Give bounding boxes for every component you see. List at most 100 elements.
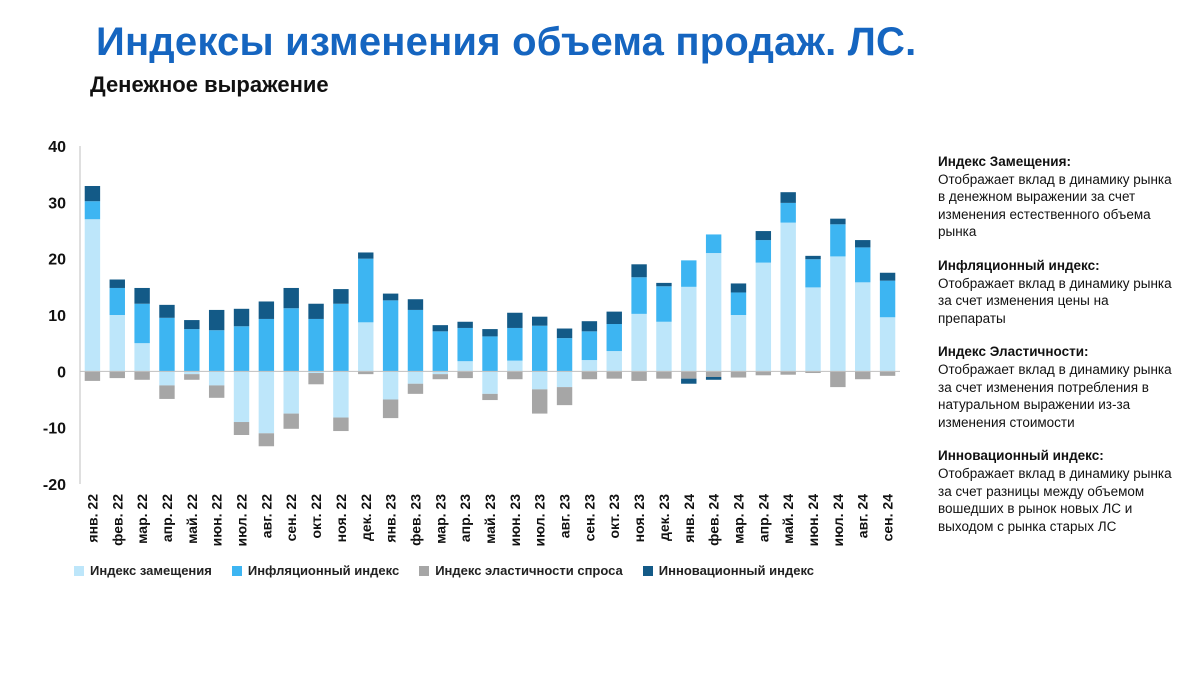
bar-segment-series-3 — [755, 231, 772, 241]
bar-segment-series-2 — [631, 371, 647, 381]
bar-segment-series-1 — [457, 327, 473, 362]
note-title: Инновационный индекс: — [938, 448, 1104, 464]
bar-segment-series-0 — [755, 262, 772, 372]
bar-segment-series-2 — [705, 371, 722, 377]
bar-segment-series-1 — [308, 318, 324, 372]
x-tick-label: июн. 23 — [507, 494, 523, 547]
x-tick-label: янв. 23 — [383, 494, 399, 543]
bar-segment-series-1 — [134, 303, 150, 344]
legend-item-elasticity: Индекс эластичности спроса — [419, 563, 623, 578]
bar-segment-series-1 — [407, 309, 424, 372]
bar-segment-series-1 — [482, 336, 498, 372]
legend-item-inflation: Инфляционный индекс — [231, 563, 400, 578]
bar-segment-series-3 — [208, 309, 225, 331]
bar-segment-series-1 — [507, 327, 523, 361]
x-tick-label: сен. 23 — [581, 494, 597, 542]
x-tick-label: дек. 22 — [358, 494, 374, 541]
x-tick-label: май. 24 — [780, 494, 796, 544]
bar-segment-series-3 — [507, 312, 523, 328]
bar-segment-series-0 — [208, 371, 225, 386]
bar-segment-series-3 — [482, 329, 498, 337]
bar-segment-series-2 — [407, 383, 424, 394]
bar-segment-series-2 — [432, 374, 449, 380]
bar-segment-series-2 — [531, 389, 548, 414]
bar-segment-series-0 — [283, 371, 299, 414]
x-tick-label: фев. 22 — [109, 494, 125, 546]
bar-segment-series-0 — [233, 371, 250, 423]
bar-segment-series-2 — [507, 371, 523, 380]
bar-segment-series-3 — [308, 303, 324, 319]
x-tick-label: мар. 24 — [730, 494, 746, 544]
bar-segment-series-0 — [84, 219, 101, 372]
bar-segment-series-1 — [656, 286, 672, 322]
bar-segment-series-0 — [382, 371, 399, 400]
bar-segment-series-0 — [531, 371, 548, 390]
note-innovation: Инновационный индекс: Отображает вклад в… — [938, 447, 1178, 535]
bar-segment-series-1 — [681, 260, 697, 287]
bar-segment-series-2 — [805, 371, 821, 374]
legend-label-inflation: Инфляционный индекс — [247, 563, 400, 578]
bar-segment-series-1 — [730, 292, 747, 315]
y-tick-label: 30 — [48, 195, 66, 212]
bar-segment-series-1 — [184, 329, 200, 372]
bar-segment-series-2 — [780, 371, 796, 375]
note-text: Отображает вклад в динамику рынка за сче… — [938, 465, 1172, 534]
bar-segment-series-0 — [656, 321, 672, 372]
note-text: Отображает вклад в динамику рынка в дене… — [938, 171, 1172, 240]
x-tick-label: авг. 23 — [557, 494, 573, 538]
bar-segment-series-0 — [805, 287, 821, 372]
bar-segment-series-2 — [879, 371, 896, 376]
bar-segment-series-0 — [830, 256, 846, 372]
bar-segment-series-2 — [258, 433, 275, 447]
bar-segment-series-0 — [556, 371, 573, 388]
bar-segment-series-2 — [656, 371, 672, 379]
x-tick-label: май. 23 — [482, 494, 498, 544]
bar-segment-series-0 — [507, 360, 523, 372]
x-tick-label: фев. 24 — [706, 494, 722, 546]
bar-segment-series-0 — [730, 315, 747, 372]
bar-segment-series-2 — [581, 371, 598, 380]
y-tick-label: 20 — [48, 252, 66, 269]
bar-segment-series-1 — [755, 240, 772, 263]
x-tick-label: фев. 23 — [407, 494, 423, 546]
x-tick-label: окт. 23 — [606, 494, 622, 539]
bar-segment-series-2 — [134, 371, 150, 380]
y-tick-label: 10 — [48, 308, 66, 325]
bar-segment-series-0 — [631, 313, 647, 372]
x-tick-label: мар. 22 — [134, 494, 150, 544]
x-tick-label: мар. 23 — [432, 494, 448, 544]
stacked-bar-chart: -20 -10 0 10 20 30 40 янв. 22 фев. 22 мар. 22 апр.… — [43, 139, 900, 547]
legend-item-replacement: Индекс замещения — [74, 563, 212, 578]
bar-segment-series-2 — [457, 371, 473, 379]
x-tick-label: апр. 24 — [755, 494, 771, 542]
bar-segment-series-1 — [258, 318, 275, 372]
note-title: Инфляционный индекс: — [938, 257, 1100, 273]
bar-segment-series-0 — [258, 371, 275, 434]
bar-segment-series-0 — [855, 282, 871, 372]
bar-segment-series-2 — [159, 385, 175, 399]
bar-segment-series-3 — [681, 378, 697, 384]
bar-segment-series-2 — [855, 371, 871, 380]
x-tick-label: сен. 22 — [283, 494, 299, 542]
bar-segment-series-2 — [730, 371, 747, 378]
bar-segment-series-2 — [606, 371, 622, 379]
bar-segment-series-0 — [780, 222, 796, 372]
legend-label-elasticity: Индекс эластичности спроса — [435, 563, 623, 578]
x-tick-label: сен. 24 — [880, 494, 896, 542]
bar-segment-series-1 — [805, 259, 821, 288]
bar-segment-series-1 — [283, 308, 299, 372]
bar-segment-series-2 — [184, 374, 200, 380]
x-tick-label: июн. 22 — [209, 494, 225, 547]
bar-segment-series-1 — [432, 331, 449, 372]
x-tick-label: авг. 24 — [855, 494, 871, 538]
bar-segment-series-1 — [556, 338, 573, 372]
bar-segment-series-3 — [84, 185, 101, 202]
bar-segment-series-0 — [681, 286, 697, 372]
bar-segment-series-3 — [705, 376, 722, 380]
x-tick-label: ноя. 22 — [333, 494, 349, 543]
x-tick-label: янв. 24 — [681, 494, 697, 543]
bar-segment-series-3 — [358, 252, 374, 259]
bar-segment-series-0 — [705, 253, 722, 372]
bar-segment-series-0 — [482, 371, 498, 394]
legend-swatch-innovation — [642, 565, 653, 576]
